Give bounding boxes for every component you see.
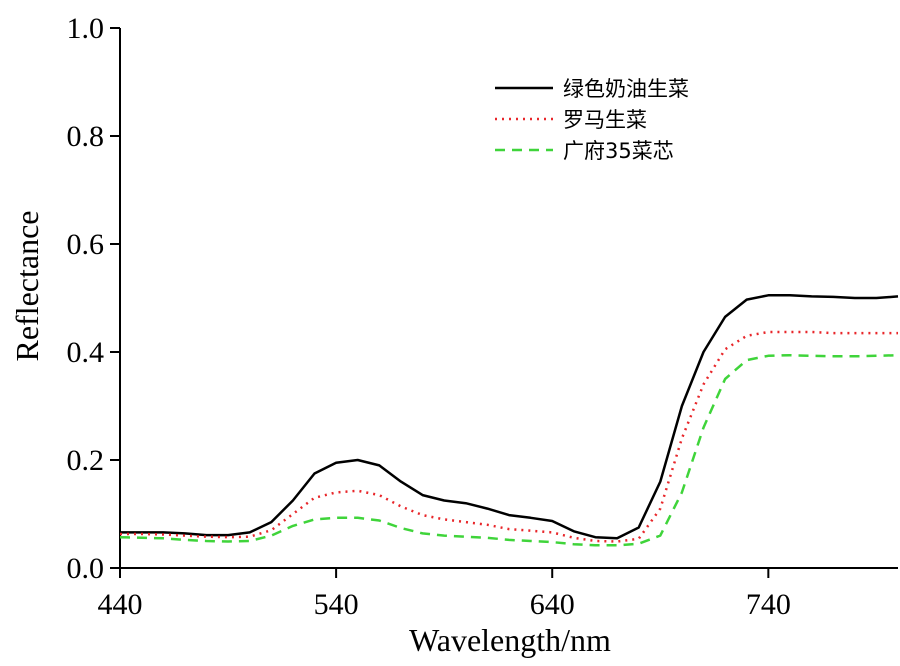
x-tick-label: 440	[98, 588, 143, 621]
legend-label-1: 绿色奶油生菜	[563, 77, 689, 101]
y-tick-label: 0.0	[67, 552, 105, 585]
x-tick-label: 740	[746, 588, 791, 621]
legend-label-2: 罗马生菜	[563, 108, 647, 132]
x-tick-label: 640	[530, 588, 575, 621]
x-axis-ticks: 440 540 640 740	[98, 568, 791, 621]
y-axis-title: Reflectance	[9, 211, 45, 362]
legend-label-3: 广府35菜芯	[563, 139, 674, 163]
y-tick-label: 0.4	[67, 336, 105, 369]
x-tick-label: 540	[314, 588, 359, 621]
series-lines	[119, 294, 899, 547]
y-tick-label: 0.6	[67, 228, 105, 261]
series-line-2	[120, 330, 898, 543]
y-axis-ticks: 0.0 0.2 0.4 0.6 0.8 1.0	[67, 12, 120, 585]
y-tick-label: 0.8	[67, 120, 105, 153]
series-line-3	[119, 353, 899, 547]
y-tick-label: 1.0	[67, 12, 105, 45]
axes	[119, 28, 898, 569]
y-tick-label: 0.2	[67, 444, 105, 477]
series-line-1	[120, 294, 899, 540]
x-axis-title: Wavelength/nm	[409, 622, 611, 658]
